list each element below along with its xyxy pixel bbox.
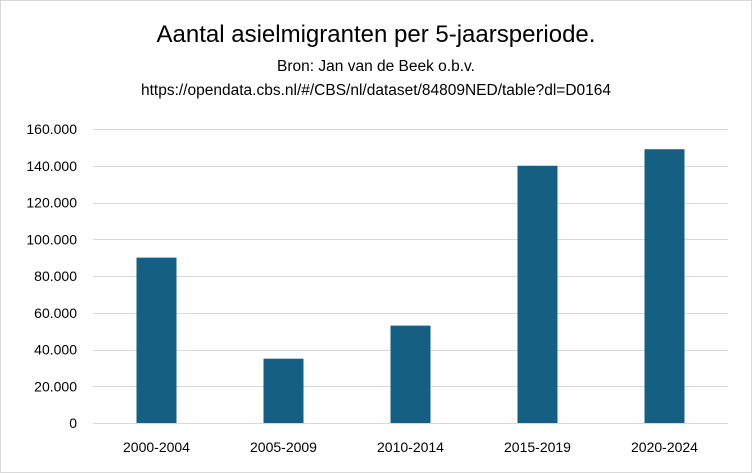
x-tick-label: 2000-2004	[123, 439, 190, 455]
bar-2015-2019	[517, 165, 558, 423]
x-axis-tick-labels: 2000-2004 2005-2009 2010-2014 2015-2019 2020…	[123, 439, 698, 455]
chart-title: Aantal asielmigranten per 5-jaarsperiode…	[156, 21, 596, 48]
y-tick-label: 40.000	[34, 342, 77, 358]
bars	[136, 149, 685, 423]
chart-subtitle-source: Bron: Jan van de Beek o.b.v.	[277, 58, 475, 75]
bar-2000-2004	[136, 257, 177, 423]
y-tick-label: 100.000	[26, 231, 77, 247]
y-axis-tick-labels: 0 20.000 40.000 60.000 80.000 100.000 120.000 1…	[26, 121, 77, 431]
x-tick-label: 2015-2019	[504, 439, 571, 455]
y-tick-label: 120.000	[26, 195, 77, 211]
y-tick-label: 60.000	[34, 305, 77, 321]
y-tick-label: 0	[69, 415, 77, 431]
y-tick-label: 160.000	[26, 121, 77, 137]
y-tick-label: 20.000	[34, 378, 77, 394]
chart-subtitle-url: https://opendata.cbs.nl/#/CBS/nl/dataset…	[140, 82, 612, 99]
y-tick-label: 140.000	[26, 158, 77, 174]
x-tick-label: 2010-2014	[377, 439, 444, 455]
y-tick-label: 80.000	[34, 268, 77, 284]
x-tick-label: 2020-2024	[631, 439, 698, 455]
bar-2005-2009	[263, 358, 304, 423]
bar-2020-2024	[644, 149, 685, 423]
x-tick-label: 2005-2009	[250, 439, 317, 455]
bar-2010-2014	[390, 325, 431, 423]
